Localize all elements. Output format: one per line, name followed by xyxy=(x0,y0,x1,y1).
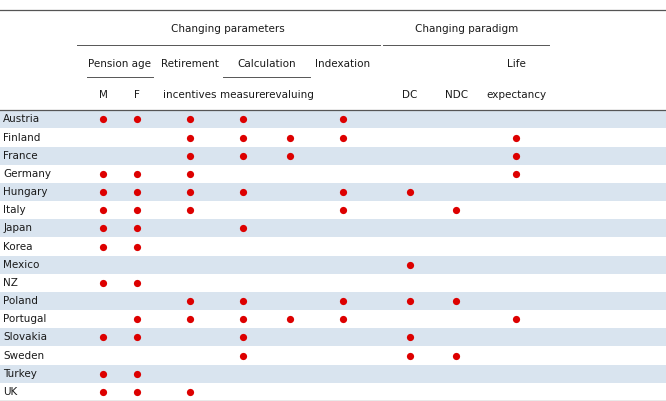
FancyBboxPatch shape xyxy=(0,237,666,256)
Text: France: France xyxy=(3,151,38,161)
FancyBboxPatch shape xyxy=(0,219,666,237)
FancyBboxPatch shape xyxy=(0,110,666,128)
Text: expectancy: expectancy xyxy=(486,90,546,100)
Text: Life: Life xyxy=(507,59,525,69)
FancyBboxPatch shape xyxy=(0,165,666,183)
Text: Indexation: Indexation xyxy=(316,59,370,69)
FancyBboxPatch shape xyxy=(0,328,666,346)
Text: Hungary: Hungary xyxy=(3,187,48,197)
FancyBboxPatch shape xyxy=(0,10,666,110)
FancyBboxPatch shape xyxy=(0,183,666,201)
Text: Austria: Austria xyxy=(3,114,41,124)
Text: Finland: Finland xyxy=(3,132,41,142)
FancyBboxPatch shape xyxy=(0,292,666,310)
Text: UK: UK xyxy=(3,387,17,397)
FancyBboxPatch shape xyxy=(0,201,666,219)
Text: Portugal: Portugal xyxy=(3,314,47,324)
Text: Slovakia: Slovakia xyxy=(3,332,47,342)
Text: NDC: NDC xyxy=(445,90,468,100)
Text: M: M xyxy=(99,90,108,100)
Text: Korea: Korea xyxy=(3,241,33,251)
Text: Changing parameters: Changing parameters xyxy=(171,24,285,34)
FancyBboxPatch shape xyxy=(0,310,666,328)
Text: Pension age: Pension age xyxy=(89,59,151,69)
FancyBboxPatch shape xyxy=(0,256,666,274)
Text: Calculation: Calculation xyxy=(237,59,296,69)
Text: Retirement: Retirement xyxy=(161,59,218,69)
Text: DC: DC xyxy=(402,90,418,100)
Text: revaluing: revaluing xyxy=(265,90,314,100)
FancyBboxPatch shape xyxy=(0,274,666,292)
FancyBboxPatch shape xyxy=(0,383,666,401)
Text: F: F xyxy=(134,90,139,100)
Text: Japan: Japan xyxy=(3,223,33,233)
Text: measure: measure xyxy=(220,90,266,100)
Text: Sweden: Sweden xyxy=(3,350,45,360)
Text: Turkey: Turkey xyxy=(3,369,37,379)
Text: NZ: NZ xyxy=(3,278,18,288)
FancyBboxPatch shape xyxy=(0,128,666,147)
FancyBboxPatch shape xyxy=(0,346,666,365)
Text: Germany: Germany xyxy=(3,169,51,179)
FancyBboxPatch shape xyxy=(0,365,666,383)
Text: Italy: Italy xyxy=(3,205,26,215)
Text: incentives: incentives xyxy=(163,90,216,100)
Text: Mexico: Mexico xyxy=(3,260,40,270)
Text: Changing paradigm: Changing paradigm xyxy=(414,24,518,34)
FancyBboxPatch shape xyxy=(0,147,666,165)
Text: Poland: Poland xyxy=(3,296,38,306)
